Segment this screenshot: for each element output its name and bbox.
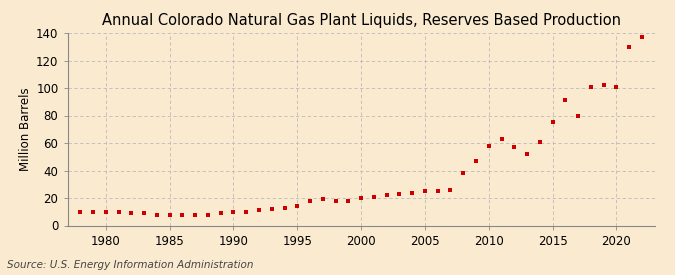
Text: Source: U.S. Energy Information Administration: Source: U.S. Energy Information Administ… (7, 260, 253, 270)
Y-axis label: Million Barrels: Million Barrels (19, 87, 32, 171)
Title: Annual Colorado Natural Gas Plant Liquids, Reserves Based Production: Annual Colorado Natural Gas Plant Liquid… (102, 13, 620, 28)
